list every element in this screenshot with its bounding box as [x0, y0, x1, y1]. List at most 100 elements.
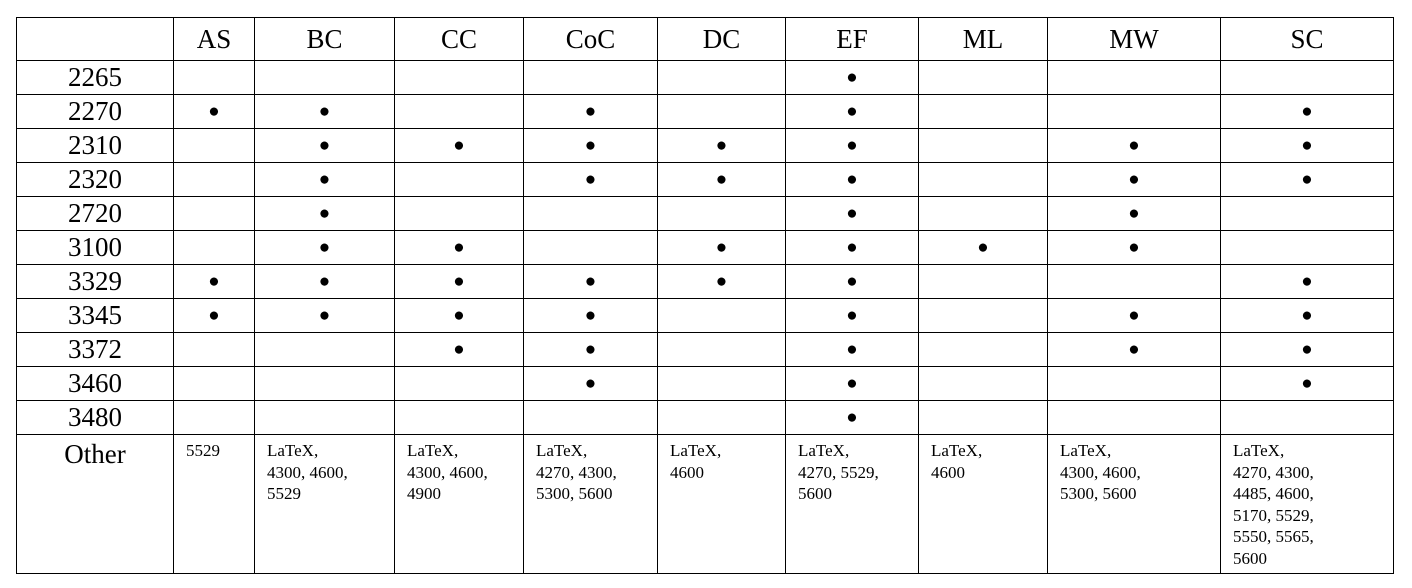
- course-table: AS BC CC CoC DC EF ML MW SC 2265 ● 2270 ● ● ● ● ● 2310 ● ●…: [16, 17, 1394, 574]
- table-row: 3329 ● ● ● ● ● ● ●: [16, 264, 1394, 299]
- empty-cell: [523, 196, 658, 231]
- bullet-cell: ●: [523, 128, 658, 163]
- bullet-cell: ●: [785, 264, 919, 299]
- table-row: 3100 ● ● ● ● ● ●: [16, 230, 1394, 265]
- empty-cell: [657, 60, 786, 95]
- empty-cell: [394, 162, 524, 197]
- row-label: 3460: [16, 366, 174, 401]
- table-row: 3345 ● ● ● ● ● ● ●: [16, 298, 1394, 333]
- empty-cell: [394, 196, 524, 231]
- note-cell: LaTeX, 4270, 4300, 5300, 5600: [523, 434, 658, 574]
- table-body: 2265 ● 2270 ● ● ● ● ● 2310 ● ● ● ● ● ● ● 2320 ● ● ● ● ● ● 2720 ●…: [16, 60, 1394, 574]
- bullet-cell: ●: [254, 230, 395, 265]
- empty-cell: [173, 366, 255, 401]
- column-header: CC: [394, 17, 524, 61]
- bullet-cell: ●: [657, 230, 786, 265]
- empty-cell: [1220, 400, 1394, 435]
- bullet-cell: ●: [1047, 298, 1221, 333]
- empty-cell: [254, 60, 395, 95]
- bullet-cell: ●: [1047, 230, 1221, 265]
- bullet-cell: ●: [785, 196, 919, 231]
- bullet-cell: ●: [523, 332, 658, 367]
- table-row: 3372 ● ● ● ● ●: [16, 332, 1394, 367]
- note-cell: 5529: [173, 434, 255, 574]
- bullet-cell: ●: [1047, 128, 1221, 163]
- bullet-cell: ●: [785, 332, 919, 367]
- empty-cell: [918, 400, 1048, 435]
- bullet-cell: ●: [523, 94, 658, 129]
- column-header: ML: [918, 17, 1048, 61]
- bullet-cell: ●: [1047, 196, 1221, 231]
- empty-cell: [657, 298, 786, 333]
- bullet-cell: ●: [657, 264, 786, 299]
- empty-cell: [918, 162, 1048, 197]
- header-row: AS BC CC CoC DC EF ML MW SC: [16, 17, 1394, 61]
- row-label: 3100: [16, 230, 174, 265]
- bullet-cell: ●: [1220, 332, 1394, 367]
- empty-cell: [254, 366, 395, 401]
- bullet-cell: ●: [394, 298, 524, 333]
- bullet-cell: ●: [785, 366, 919, 401]
- bullet-cell: ●: [173, 94, 255, 129]
- table-row: 3480 ●: [16, 400, 1394, 435]
- column-header: CoC: [523, 17, 658, 61]
- bullet-cell: ●: [254, 298, 395, 333]
- row-label: 2310: [16, 128, 174, 163]
- row-label: 2270: [16, 94, 174, 129]
- empty-cell: [394, 60, 524, 95]
- bullet-cell: ●: [1220, 128, 1394, 163]
- note-cell: LaTeX, 4600: [657, 434, 786, 574]
- bullet-cell: ●: [254, 94, 395, 129]
- empty-cell: [1220, 60, 1394, 95]
- bullet-cell: ●: [394, 264, 524, 299]
- empty-cell: [254, 400, 395, 435]
- note-cell: LaTeX, 4600: [918, 434, 1048, 574]
- empty-cell: [657, 196, 786, 231]
- column-header: EF: [785, 17, 919, 61]
- empty-cell: [394, 400, 524, 435]
- bullet-cell: ●: [785, 230, 919, 265]
- row-label: 3345: [16, 298, 174, 333]
- bullet-cell: ●: [254, 128, 395, 163]
- row-label: 2265: [16, 60, 174, 95]
- note-cell: LaTeX, 4300, 4600, 4900: [394, 434, 524, 574]
- empty-cell: [523, 230, 658, 265]
- bullet-cell: ●: [1047, 332, 1221, 367]
- row-label: 2320: [16, 162, 174, 197]
- empty-cell: [173, 230, 255, 265]
- bullet-cell: ●: [657, 128, 786, 163]
- note-cell: LaTeX, 4270, 5529, 5600: [785, 434, 919, 574]
- bullet-cell: ●: [918, 230, 1048, 265]
- empty-cell: [918, 94, 1048, 129]
- bullet-cell: ●: [1220, 264, 1394, 299]
- empty-cell: [173, 128, 255, 163]
- empty-cell: [918, 128, 1048, 163]
- bullet-cell: ●: [657, 162, 786, 197]
- empty-cell: [657, 332, 786, 367]
- empty-cell: [918, 196, 1048, 231]
- table-row: Other 5529 LaTeX, 4300, 4600, 5529 LaTeX, 4…: [16, 434, 1394, 574]
- table-row: 2270 ● ● ● ● ●: [16, 94, 1394, 129]
- bullet-cell: ●: [254, 162, 395, 197]
- row-label: Other: [16, 434, 174, 574]
- bullet-cell: ●: [173, 298, 255, 333]
- bullet-cell: ●: [1220, 298, 1394, 333]
- empty-cell: [918, 264, 1048, 299]
- table-row: 2310 ● ● ● ● ● ● ●: [16, 128, 1394, 163]
- bullet-cell: ●: [523, 162, 658, 197]
- empty-cell: [173, 162, 255, 197]
- bullet-cell: ●: [394, 230, 524, 265]
- note-cell: LaTeX, 4300, 4600, 5529: [254, 434, 395, 574]
- empty-cell: [173, 400, 255, 435]
- bullet-cell: ●: [785, 60, 919, 95]
- column-header: MW: [1047, 17, 1221, 61]
- note-cell: LaTeX, 4300, 4600, 5300, 5600: [1047, 434, 1221, 574]
- table-row: 2320 ● ● ● ● ● ●: [16, 162, 1394, 197]
- empty-cell: [1047, 94, 1221, 129]
- table-row: 2720 ● ● ●: [16, 196, 1394, 231]
- empty-cell: [173, 196, 255, 231]
- bullet-cell: ●: [1220, 162, 1394, 197]
- empty-cell: [1047, 264, 1221, 299]
- empty-cell: [1047, 400, 1221, 435]
